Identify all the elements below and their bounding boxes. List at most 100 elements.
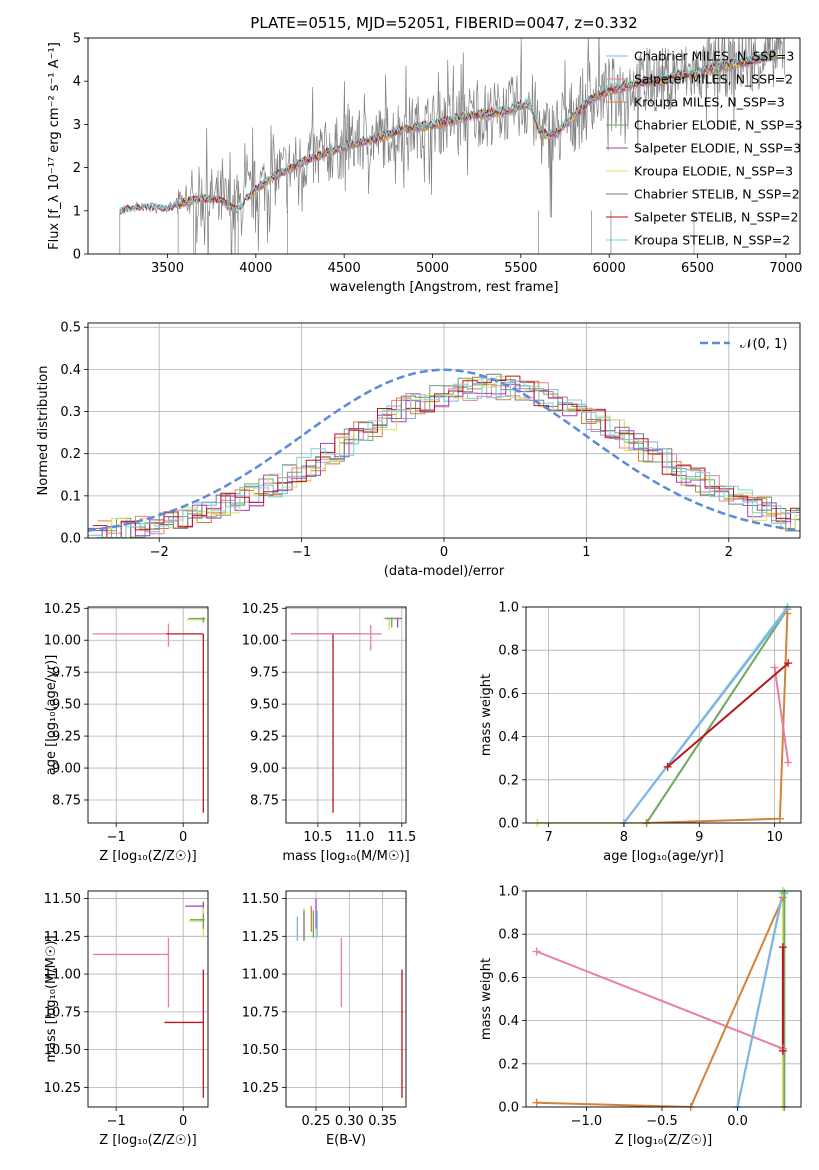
weight-marker <box>784 659 793 668</box>
z-mass-chart: −1 0 10.25 10.50 10.75 11.00 11.25 11.50 Z [log₁… <box>44 890 209 1148</box>
y-tick-label: 4 <box>73 75 81 90</box>
y-axis-label: mass weight <box>479 674 494 756</box>
x-tick-label: 7 <box>544 830 552 845</box>
y-tick-label: 2 <box>73 161 81 176</box>
y-tick-label: 0.2 <box>498 1057 519 1072</box>
x-tick-label: −2 <box>150 545 169 560</box>
x-axis-label: mass [log₁₀(M/M☉)] <box>282 849 409 864</box>
y-tick-label: 11.00 <box>242 968 279 983</box>
y-axis-label: Normed distribution <box>36 366 51 496</box>
plot-area-ebv-mass <box>296 898 403 1098</box>
y-tick-label: 9.75 <box>52 666 81 681</box>
residual-histogram-line <box>97 377 800 538</box>
x-axis-label: E(B-V) <box>326 1133 366 1148</box>
y-tick-label: 9.50 <box>250 698 279 713</box>
y-tick-label: 10.25 <box>242 602 279 617</box>
y-tick-label: 11.25 <box>242 930 279 945</box>
y-tick-label: 11.50 <box>44 892 81 907</box>
y-tick-label: 5 <box>73 32 81 47</box>
weight-series-line <box>536 950 784 1050</box>
y-axis-label: Flux [f_λ 10⁻¹⁷ erg cm⁻² s⁻¹ A⁻¹] <box>47 42 62 250</box>
y-tick-label: 0.2 <box>60 447 81 462</box>
x-tick-label: 2 <box>725 545 733 560</box>
weight-marker <box>532 1098 541 1107</box>
x-axis-label: Z [log₁₀(Z/Z☉)] <box>99 849 196 864</box>
plot-area-z-age <box>92 617 206 813</box>
y-tick-label: 10.75 <box>44 1005 81 1020</box>
y-tick-label: 0.6 <box>498 971 519 986</box>
x-tick-label: 0.25 <box>302 1114 331 1129</box>
x-tick-label: 4500 <box>328 261 361 276</box>
x-axis-label: (data-model)/error <box>384 564 505 579</box>
x-tick-label: −1.0 <box>571 1114 603 1129</box>
weight-series-line <box>623 608 789 823</box>
plot-area-z-mass <box>92 901 205 1098</box>
y-tick-label: 0.4 <box>498 730 519 745</box>
y-tick-label: 9.75 <box>250 666 279 681</box>
axes-frame <box>285 606 407 824</box>
normal-curve-line <box>88 368 800 532</box>
y-tick-label: 0.5 <box>60 321 81 336</box>
axes-frame <box>285 890 407 1108</box>
y-tick-label: 1.0 <box>498 885 519 900</box>
observed-spectrum-line <box>119 38 786 254</box>
y-tick-label: 1.0 <box>498 601 519 616</box>
plot-area-age-weight <box>537 607 790 823</box>
y-tick-label: 0 <box>73 248 81 263</box>
x-tick-label: 5500 <box>504 261 537 276</box>
x-tick-label: 10.5 <box>303 830 332 845</box>
x-axis-label: Z [log₁₀(Z/Z☉)] <box>615 1133 712 1148</box>
weight-series-line <box>645 608 789 823</box>
legend-label: Chabrier MILES, N_SSP=3 <box>634 49 794 64</box>
x-tick-label: 3500 <box>151 261 184 276</box>
weight-series-line <box>736 892 784 1107</box>
legend-label: Salpeter ELODIE, N_SSP=3 <box>634 141 801 156</box>
y-tick-label: 11.00 <box>44 968 81 983</box>
x-tick-label: −1 <box>107 1114 126 1129</box>
age-weight-chart: 7 8 9 10 0.0 0.2 0.4 0.6 0.8 1.0 age [log₁₀(age/yr… <box>479 601 802 864</box>
y-tick-label: 10.00 <box>44 634 81 649</box>
y-tick-label: 11.25 <box>44 930 81 945</box>
y-tick-label: 8.75 <box>52 793 81 808</box>
ebv-mass-chart: 0.25 0.30 0.35 10.25 10.50 10.75 11.00 11.25 11.… <box>242 890 407 1148</box>
weight-series-line <box>666 662 789 768</box>
y-tick-label: 0.8 <box>498 928 519 943</box>
x-tick-label: 4000 <box>239 261 272 276</box>
x-tick-label: 0.0 <box>727 1114 748 1129</box>
residual-histogram-line <box>88 381 800 538</box>
weight-series-line <box>536 897 784 1107</box>
x-tick-label: 0 <box>179 830 187 845</box>
y-tick-label: 9.25 <box>52 730 81 745</box>
x-axis-label: age [log₁₀(age/yr)] <box>603 849 724 864</box>
plot-area-mass-age <box>291 617 402 813</box>
y-tick-label: 3 <box>73 118 81 133</box>
legend-label: 𝒩(0, 1) <box>740 337 787 352</box>
y-tick-label: 0.3 <box>60 405 81 420</box>
axes-frame <box>525 890 802 1108</box>
legend-label: Kroupa MILES, N_SSP=3 <box>634 95 785 110</box>
weight-series-line <box>537 608 789 823</box>
x-tick-label: 6000 <box>593 261 626 276</box>
axes-frame <box>87 606 209 824</box>
legend-label: Salpeter STELIB, N_SSP=2 <box>634 210 798 225</box>
weight-series-line <box>646 613 789 823</box>
figure-title: PLATE=0515, MJD=52051, FIBERID=0047, z=0… <box>250 14 637 32</box>
weight-marker <box>775 814 784 823</box>
weight-marker <box>770 663 779 672</box>
x-tick-label: 6500 <box>681 261 714 276</box>
y-tick-label: 10.75 <box>242 1005 279 1020</box>
y-axis-label: mass [log₁₀(M/M☉)] <box>44 935 59 1062</box>
y-tick-label: 0.0 <box>60 532 81 547</box>
residual-histogram-line <box>97 375 800 530</box>
weight-marker <box>778 943 787 952</box>
y-tick-label: 0.2 <box>498 773 519 788</box>
x-tick-label: 1 <box>582 545 590 560</box>
plots: 3500 4000 4500 5000 5500 6000 6500 7000012345wa… <box>36 32 803 1149</box>
legend-label: Salpeter MILES, N_SSP=2 <box>634 72 793 87</box>
x-tick-label: 8 <box>620 830 628 845</box>
weight-series-line <box>773 667 790 763</box>
weight-marker <box>532 947 541 956</box>
y-tick-label: 0.8 <box>498 644 519 659</box>
y-tick-label: 9.50 <box>52 698 81 713</box>
